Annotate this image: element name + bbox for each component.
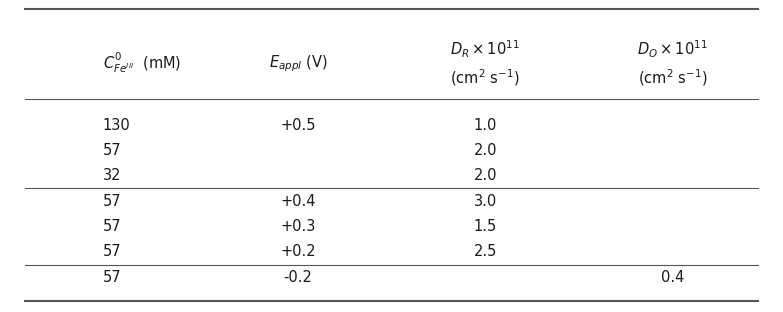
Text: -0.2: -0.2: [283, 270, 312, 285]
Text: 2.0: 2.0: [474, 143, 497, 158]
Text: 57: 57: [103, 194, 121, 209]
Text: +0.5: +0.5: [280, 118, 316, 133]
Text: 57: 57: [103, 143, 121, 158]
Text: 2.5: 2.5: [474, 244, 497, 259]
Text: 130: 130: [103, 118, 131, 133]
Text: $D_R \times 10^{11}$
(cm$^2$ s$^{-1}$): $D_R \times 10^{11}$ (cm$^2$ s$^{-1}$): [450, 39, 520, 88]
Text: $D_O \times 10^{11}$
(cm$^2$ s$^{-1}$): $D_O \times 10^{11}$ (cm$^2$ s$^{-1}$): [637, 39, 708, 88]
Text: 1.0: 1.0: [474, 118, 497, 133]
Text: $E_{appl}$ (V): $E_{appl}$ (V): [269, 53, 327, 74]
Text: 3.0: 3.0: [474, 194, 496, 209]
Text: 57: 57: [103, 219, 121, 234]
Text: 2.0: 2.0: [474, 168, 497, 183]
Text: 57: 57: [103, 270, 121, 285]
Text: 0.4: 0.4: [661, 270, 684, 285]
Text: 1.5: 1.5: [474, 219, 496, 234]
Text: +0.2: +0.2: [280, 244, 316, 259]
Text: +0.4: +0.4: [280, 194, 316, 209]
Text: 32: 32: [103, 168, 121, 183]
Text: $C^{0}_{Fe^{III}}$  (mM): $C^{0}_{Fe^{III}}$ (mM): [103, 51, 181, 76]
Text: 57: 57: [103, 244, 121, 259]
Text: +0.3: +0.3: [280, 219, 316, 234]
